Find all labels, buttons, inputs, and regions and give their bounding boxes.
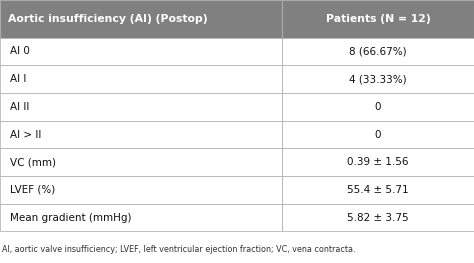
Text: AI 0: AI 0 [10, 47, 30, 57]
Text: 55.4 ± 5.71: 55.4 ± 5.71 [347, 185, 409, 195]
Bar [0, 121, 282, 148]
Text: 4 (33.33%): 4 (33.33%) [349, 74, 407, 84]
Text: AI II: AI II [10, 102, 29, 112]
Text: 0: 0 [375, 102, 381, 112]
Bar [0, 148, 282, 176]
Text: VC (mm): VC (mm) [10, 157, 56, 167]
Text: 8 (66.67%): 8 (66.67%) [349, 47, 407, 57]
Bar [282, 204, 474, 231]
Bar [282, 93, 474, 121]
Bar [0, 93, 282, 121]
Bar [0, 0, 282, 38]
Text: AI > II: AI > II [10, 129, 41, 140]
Text: Mean gradient (mmHg): Mean gradient (mmHg) [10, 213, 131, 222]
Text: 0: 0 [375, 129, 381, 140]
Bar [282, 65, 474, 93]
Bar [282, 121, 474, 148]
Bar [282, 148, 474, 176]
Text: LVEF (%): LVEF (%) [10, 185, 55, 195]
Text: Patients (N = 12): Patients (N = 12) [326, 14, 430, 24]
Bar [0, 204, 282, 231]
Bar [282, 176, 474, 204]
Bar [282, 0, 474, 38]
Bar [282, 38, 474, 65]
Text: 0.39 ± 1.56: 0.39 ± 1.56 [347, 157, 409, 167]
Bar [0, 38, 282, 65]
Text: 5.82 ± 3.75: 5.82 ± 3.75 [347, 213, 409, 222]
Bar [0, 176, 282, 204]
Bar [0, 65, 282, 93]
Text: AI I: AI I [10, 74, 26, 84]
Text: Aortic insufficiency (AI) (Postop): Aortic insufficiency (AI) (Postop) [9, 14, 208, 24]
Text: AI, aortic valve insufficiency; LVEF, left ventricular ejection fraction; VC, ve: AI, aortic valve insufficiency; LVEF, le… [2, 245, 356, 254]
